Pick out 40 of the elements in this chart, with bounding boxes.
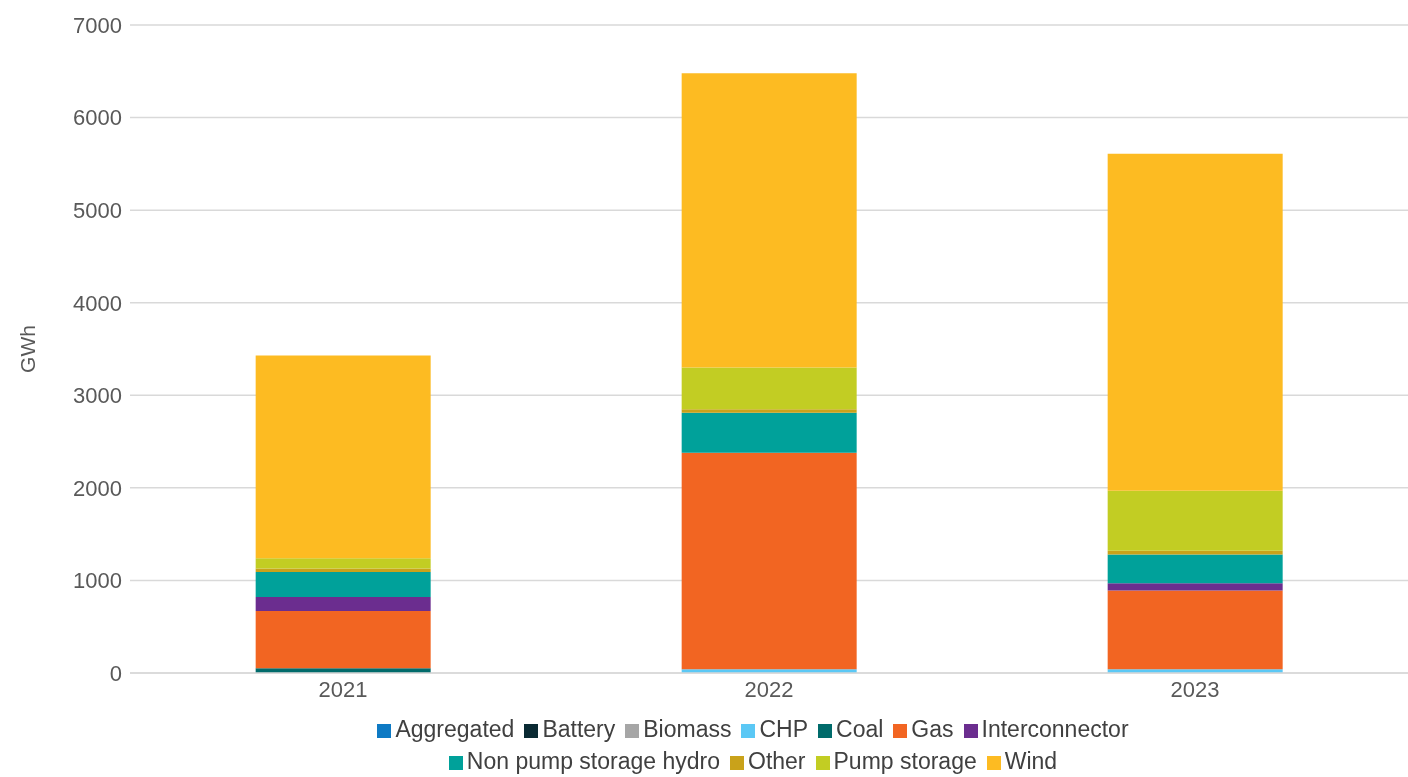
legend-label: Pump storage bbox=[833, 748, 977, 774]
bar bbox=[255, 572, 431, 598]
bar bbox=[681, 367, 857, 410]
legend-label: Wind bbox=[1004, 748, 1058, 774]
bar bbox=[1107, 490, 1283, 551]
bar bbox=[1107, 550, 1283, 555]
y-tick-label: 3000 bbox=[73, 383, 122, 409]
legend-label: Coal bbox=[836, 716, 884, 742]
y-axis-title: GWh bbox=[16, 325, 40, 373]
bar bbox=[255, 597, 431, 611]
legend-label: Biomass bbox=[643, 716, 732, 742]
x-tick-label: 2023 bbox=[1170, 676, 1220, 702]
legend-label: Non pump storage hydro bbox=[466, 748, 720, 774]
y-tick-label: 7000 bbox=[73, 12, 122, 38]
bar bbox=[681, 73, 857, 368]
bar bbox=[255, 610, 431, 669]
bar bbox=[1107, 590, 1283, 670]
legend-label: CHP bbox=[759, 716, 809, 742]
y-tick-label: 6000 bbox=[73, 105, 122, 131]
bar bbox=[255, 568, 431, 573]
legend-label: Other bbox=[748, 748, 806, 774]
bar bbox=[681, 452, 857, 670]
y-tick-label: 2000 bbox=[73, 475, 122, 501]
legend-label: Aggregated bbox=[395, 716, 515, 742]
bar bbox=[1107, 583, 1283, 591]
y-tick-label: 1000 bbox=[73, 568, 122, 594]
legend-label: Battery bbox=[542, 716, 616, 742]
bar bbox=[255, 558, 431, 569]
x-tick-label: 2022 bbox=[744, 676, 794, 702]
y-tick-label: 5000 bbox=[73, 197, 122, 223]
bar bbox=[681, 412, 857, 453]
y-tick-label: 4000 bbox=[73, 290, 122, 316]
bar bbox=[255, 355, 431, 559]
legend-label: Gas bbox=[911, 716, 954, 742]
y-tick-label: 0 bbox=[109, 660, 122, 686]
bar bbox=[1107, 554, 1283, 584]
x-tick-label: 2021 bbox=[318, 676, 368, 702]
legend-label: Interconnector bbox=[981, 716, 1129, 742]
bar bbox=[1107, 153, 1283, 491]
bar bbox=[681, 409, 857, 413]
